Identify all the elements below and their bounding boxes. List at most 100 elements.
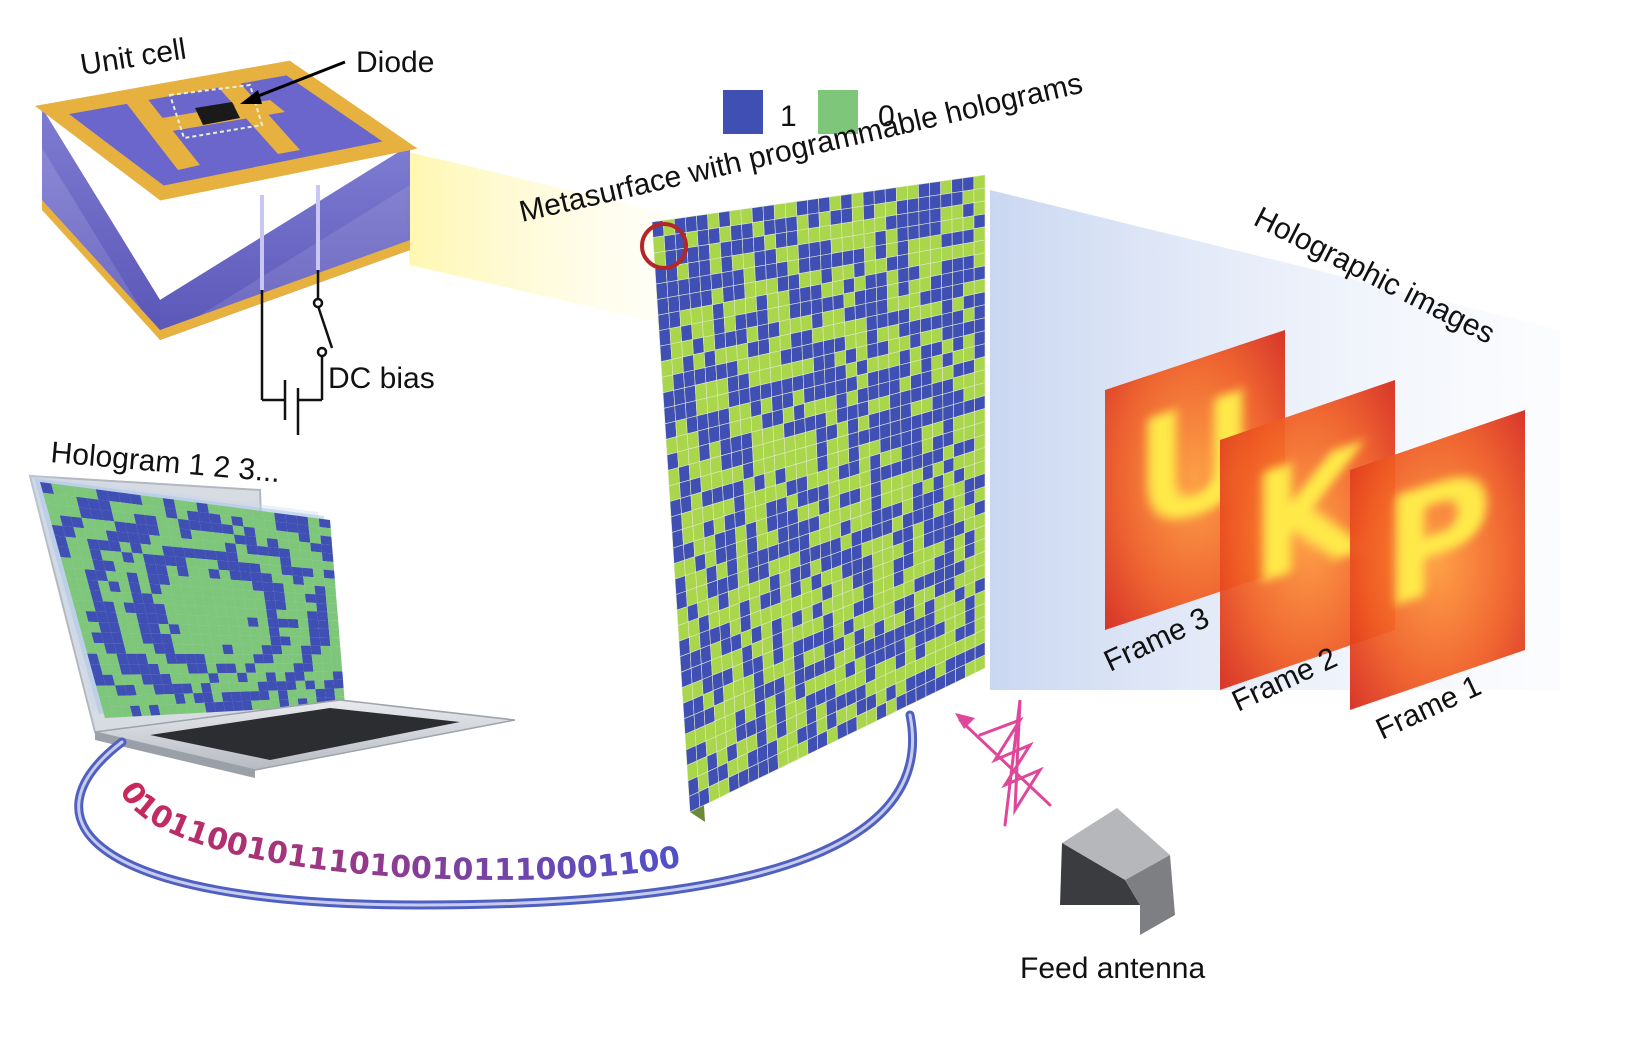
hologram-pixel bbox=[131, 633, 144, 644]
hologram-pixel bbox=[178, 576, 191, 587]
hologram-pixel bbox=[305, 593, 317, 603]
metasurface-cell bbox=[832, 293, 845, 311]
metasurface-cell bbox=[940, 219, 953, 235]
metasurface-cell bbox=[874, 243, 887, 261]
hologram-pixel bbox=[253, 590, 265, 601]
metasurface-cell bbox=[717, 407, 731, 426]
metasurface-cell bbox=[774, 217, 787, 235]
metasurface-cell bbox=[907, 197, 920, 214]
hologram-pixel bbox=[197, 511, 211, 523]
antenna-top bbox=[1062, 808, 1170, 880]
hologram-pixel bbox=[267, 547, 280, 557]
hologram-pixel bbox=[86, 538, 101, 551]
metasurface-cell bbox=[818, 196, 831, 214]
hologram-pixel bbox=[119, 664, 132, 675]
hologram-pixel bbox=[191, 586, 204, 597]
hologram-pixel bbox=[92, 559, 106, 571]
metasurface-cell bbox=[876, 326, 889, 344]
hologram-pixel bbox=[90, 590, 104, 602]
hologram-pixel bbox=[219, 682, 231, 693]
hologram-pixel bbox=[246, 672, 258, 683]
metasurface-cell bbox=[748, 369, 761, 388]
hologram-pixel bbox=[165, 653, 178, 664]
hologram-pixel bbox=[254, 663, 266, 673]
metasurface-cell bbox=[855, 317, 867, 335]
hologram-pixel bbox=[105, 685, 118, 697]
metasurface-cell bbox=[831, 251, 844, 269]
hologram-pixel bbox=[141, 593, 154, 604]
hologram-pixel bbox=[295, 601, 307, 612]
hologram-pixel bbox=[143, 684, 156, 695]
metasurface-cell bbox=[962, 241, 975, 258]
metasurface-cell bbox=[853, 247, 866, 265]
metasurface-cell bbox=[897, 267, 910, 284]
metasurface-cell bbox=[863, 217, 876, 235]
hologram-pixel bbox=[132, 552, 145, 564]
hologram-pixel bbox=[160, 673, 173, 685]
metasurface-cell bbox=[843, 305, 856, 323]
hologram-pixel bbox=[43, 492, 57, 505]
hologram-pixel bbox=[149, 534, 162, 546]
hologram-pixel bbox=[256, 672, 267, 682]
hologram-pixel bbox=[170, 634, 183, 645]
hologram-pixel bbox=[190, 529, 204, 541]
metasurface-cell bbox=[873, 188, 886, 205]
hologram-pixel bbox=[260, 699, 272, 710]
hologram-pixel bbox=[95, 570, 109, 582]
metasurface-cell bbox=[741, 222, 754, 240]
hologram-pixel bbox=[289, 636, 301, 646]
hologram-pixel bbox=[102, 560, 116, 572]
hologram-pixel bbox=[275, 600, 287, 611]
hologram-pixel bbox=[164, 604, 177, 615]
bit-digit: 1 bbox=[326, 844, 351, 881]
metasurface-cell bbox=[758, 352, 771, 371]
hologram-pixel bbox=[189, 673, 201, 684]
hologram-pixel bbox=[186, 510, 200, 522]
metasurface-cell bbox=[671, 356, 684, 376]
metasurface-cell bbox=[674, 402, 687, 422]
metasurface-cell bbox=[951, 256, 964, 273]
hologram-pixel bbox=[229, 682, 241, 692]
hologram-pixel bbox=[212, 692, 224, 703]
metasurface-cell bbox=[714, 347, 727, 366]
hologram-pixel bbox=[155, 516, 169, 528]
hologram-pixel bbox=[235, 607, 248, 618]
hologram-pixel bbox=[216, 616, 229, 626]
hologram-pixel bbox=[312, 568, 325, 578]
metasurface-cell bbox=[696, 213, 709, 232]
hologram-pixel bbox=[295, 680, 306, 690]
hologram-pixel bbox=[240, 508, 254, 519]
hologram-pixel bbox=[146, 613, 159, 624]
hologram-pixel bbox=[242, 589, 255, 600]
hologram-pixel bbox=[197, 568, 210, 579]
hologram-pixel bbox=[118, 622, 131, 634]
hologram-pixel bbox=[232, 525, 245, 536]
metasurface-cell bbox=[789, 316, 802, 335]
hologram-pixel bbox=[180, 585, 193, 597]
hologram-pixel bbox=[271, 573, 284, 584]
hologram-pixel bbox=[282, 654, 294, 664]
hologram-pixel bbox=[131, 592, 144, 604]
hologram-pixel bbox=[282, 574, 294, 585]
hologram-pixel bbox=[108, 622, 122, 633]
metasurface-cell bbox=[919, 276, 932, 293]
hologram-pixel bbox=[278, 548, 291, 558]
hologram-pixel bbox=[91, 632, 104, 644]
hologram-pixel bbox=[173, 499, 187, 511]
metasurface-cell bbox=[951, 243, 964, 260]
metasurface-cell bbox=[656, 297, 670, 316]
metasurface-cell bbox=[785, 215, 798, 233]
hologram-pixel bbox=[270, 636, 282, 646]
metasurface-cell bbox=[906, 184, 919, 200]
metasurface-cell bbox=[812, 354, 825, 373]
hologram-pixel bbox=[97, 539, 111, 551]
hologram-pixel bbox=[138, 533, 152, 545]
metasurface-cell bbox=[801, 328, 814, 347]
hologram-pixel bbox=[320, 535, 332, 546]
metasurface-cell bbox=[670, 341, 683, 360]
hologram-pixel bbox=[161, 545, 175, 557]
hologram-pixel bbox=[276, 609, 288, 619]
frame1-panel bbox=[1350, 410, 1525, 710]
hologram-pixel bbox=[106, 490, 121, 503]
metasurface-cell bbox=[811, 312, 824, 330]
